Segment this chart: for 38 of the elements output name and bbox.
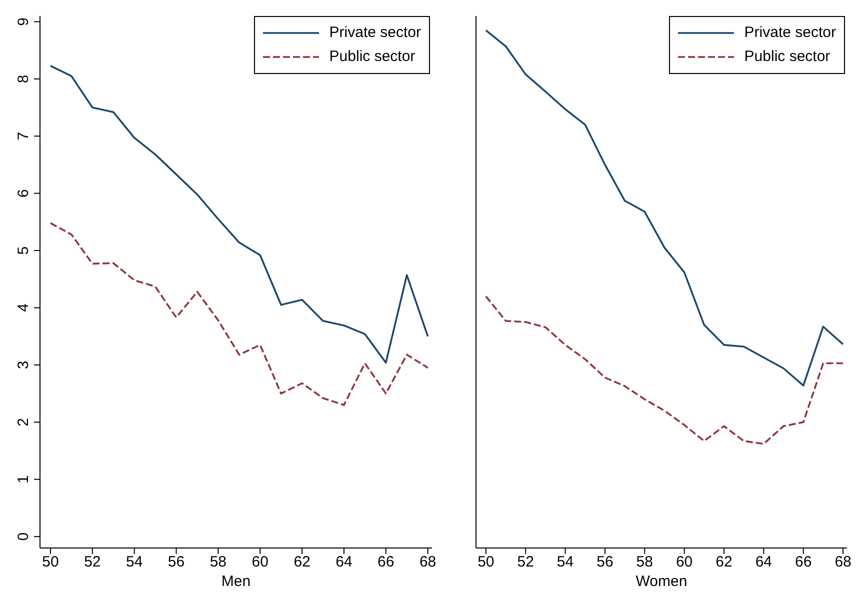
- x-tick-label: 56: [168, 554, 185, 571]
- x-tick-label: 52: [84, 554, 101, 571]
- x-axis-title: Men: [221, 573, 251, 590]
- line-series: [50, 64, 429, 364]
- x-tick-label: 58: [636, 554, 653, 571]
- y-tick-label: 7: [15, 132, 32, 140]
- x-tick-label: 60: [252, 554, 268, 571]
- legend-label: Private sector: [329, 23, 421, 43]
- x-tick-label: 56: [596, 554, 614, 571]
- x-tick-label: 52: [517, 554, 534, 571]
- y-tick-label: 4: [15, 304, 32, 312]
- y-tick-label: 5: [15, 246, 32, 255]
- x-tick-label: 62: [294, 554, 310, 571]
- x-tick-label: 66: [378, 554, 394, 571]
- line-series: [50, 222, 429, 406]
- y-tick-label: 1: [15, 475, 32, 484]
- x-tick-label: 54: [126, 554, 143, 571]
- x-tick-label: 64: [755, 554, 772, 571]
- x-axis-title: Women: [636, 573, 688, 590]
- x-tick-label: 50: [478, 554, 494, 571]
- y-tick-label: 6: [15, 189, 32, 198]
- x-tick-label: 64: [336, 554, 352, 571]
- x-tick-label: 68: [834, 554, 852, 571]
- x-tick-label: 68: [419, 554, 436, 571]
- y-tick-label: 3: [15, 360, 32, 370]
- legend-label: Public sector: [744, 47, 830, 67]
- x-tick-label: 62: [716, 554, 732, 571]
- legend-label: Public sector: [329, 47, 416, 67]
- x-tick-label: 60: [676, 554, 693, 571]
- legend-label: Private sector: [744, 23, 836, 43]
- x-tick-label: 54: [556, 554, 574, 571]
- x-tick-label: 66: [795, 554, 812, 571]
- y-tick-label: 9: [15, 18, 32, 26]
- x-tick-label: 58: [210, 554, 227, 571]
- y-tick-label: 8: [15, 74, 32, 84]
- y-tick-label: 2: [15, 418, 32, 426]
- y-tick-label: 0: [15, 532, 32, 541]
- x-tick-label: 50: [42, 554, 59, 571]
